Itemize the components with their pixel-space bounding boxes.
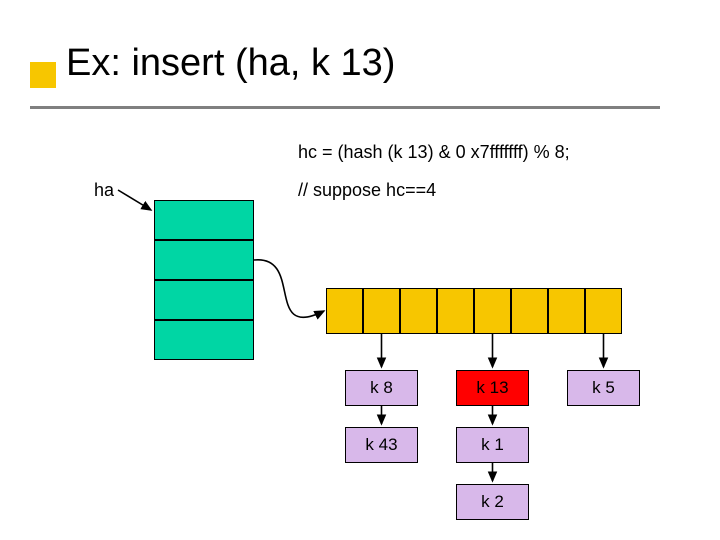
- bucket-cell: [154, 240, 254, 280]
- hash-cell: [326, 288, 363, 334]
- chain-node: k 1: [456, 427, 529, 463]
- hash-cell: [437, 288, 474, 334]
- chain-node: k 43: [345, 427, 418, 463]
- diagram-stage: Ex: insert (ha, k 13) hc = (hash (k 13) …: [0, 0, 720, 540]
- chain-node: k 5: [567, 370, 640, 406]
- chain-node: k 8: [345, 370, 418, 406]
- title-bullet-icon: [30, 62, 56, 88]
- hash-cell: [585, 288, 622, 334]
- hash-cell: [363, 288, 400, 334]
- bucket-cell: [154, 320, 254, 360]
- hash-cell: [511, 288, 548, 334]
- ha-label: ha: [94, 180, 114, 201]
- code-line-1: hc = (hash (k 13) & 0 x7fffffff) % 8;: [298, 142, 570, 163]
- bucket-cell: [154, 200, 254, 240]
- chain-node: k 13: [456, 370, 529, 406]
- hash-cell: [474, 288, 511, 334]
- hash-cell: [400, 288, 437, 334]
- bucket-cell: [154, 280, 254, 320]
- hash-cell: [548, 288, 585, 334]
- page-title: Ex: insert (ha, k 13): [66, 42, 395, 85]
- code-line-2: // suppose hc==4: [298, 180, 436, 201]
- title-underline: [30, 106, 660, 109]
- chain-node: k 2: [456, 484, 529, 520]
